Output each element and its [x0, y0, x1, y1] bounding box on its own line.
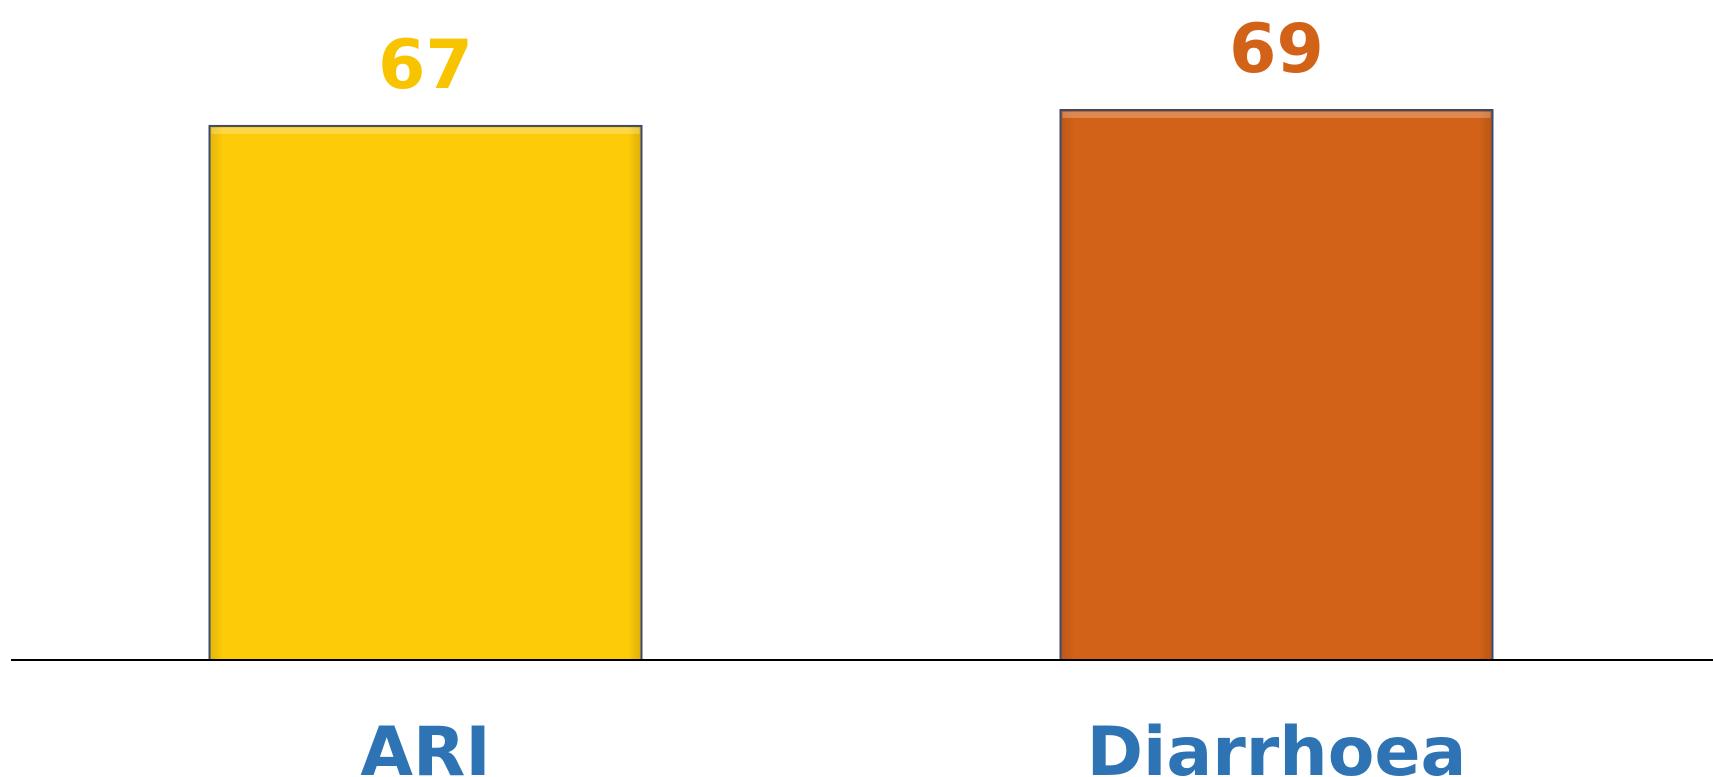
- bar-highlight-diarrhoea: [1062, 112, 1491, 118]
- bars-layer: [208, 109, 1494, 662]
- data-label-ari: 67: [378, 26, 473, 105]
- labels-layer: 67 ARI 69 Diarrhoea: [360, 10, 1466, 777]
- category-label-ari: ARI: [360, 713, 490, 777]
- bar-bevel-ari: [210, 126, 641, 660]
- data-label-diarrhoea: 69: [1229, 10, 1324, 89]
- bar-bevel-diarrhoea: [1061, 111, 1492, 659]
- bar-highlight-ari: [211, 127, 640, 134]
- category-label-diarrhoea: Diarrhoea: [1087, 713, 1467, 777]
